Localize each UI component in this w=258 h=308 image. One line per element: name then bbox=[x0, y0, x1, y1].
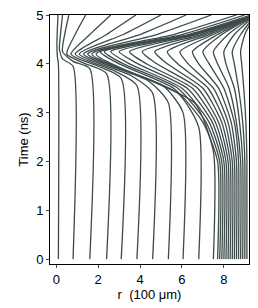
svg-text:0: 0 bbox=[53, 272, 60, 287]
svg-text:Time (ns): Time (ns) bbox=[16, 112, 31, 166]
svg-text:2: 2 bbox=[95, 272, 102, 287]
svg-text:r (100 μm): r (100 μm) bbox=[118, 287, 182, 302]
svg-text:4: 4 bbox=[136, 272, 143, 287]
svg-text:1: 1 bbox=[36, 203, 43, 218]
svg-text:8: 8 bbox=[220, 272, 227, 287]
svg-text:0: 0 bbox=[36, 252, 43, 267]
svg-text:5: 5 bbox=[36, 8, 43, 23]
svg-text:3: 3 bbox=[36, 105, 43, 120]
svg-text:4: 4 bbox=[36, 56, 43, 71]
svg-text:6: 6 bbox=[178, 272, 185, 287]
svg-text:2: 2 bbox=[36, 154, 43, 169]
